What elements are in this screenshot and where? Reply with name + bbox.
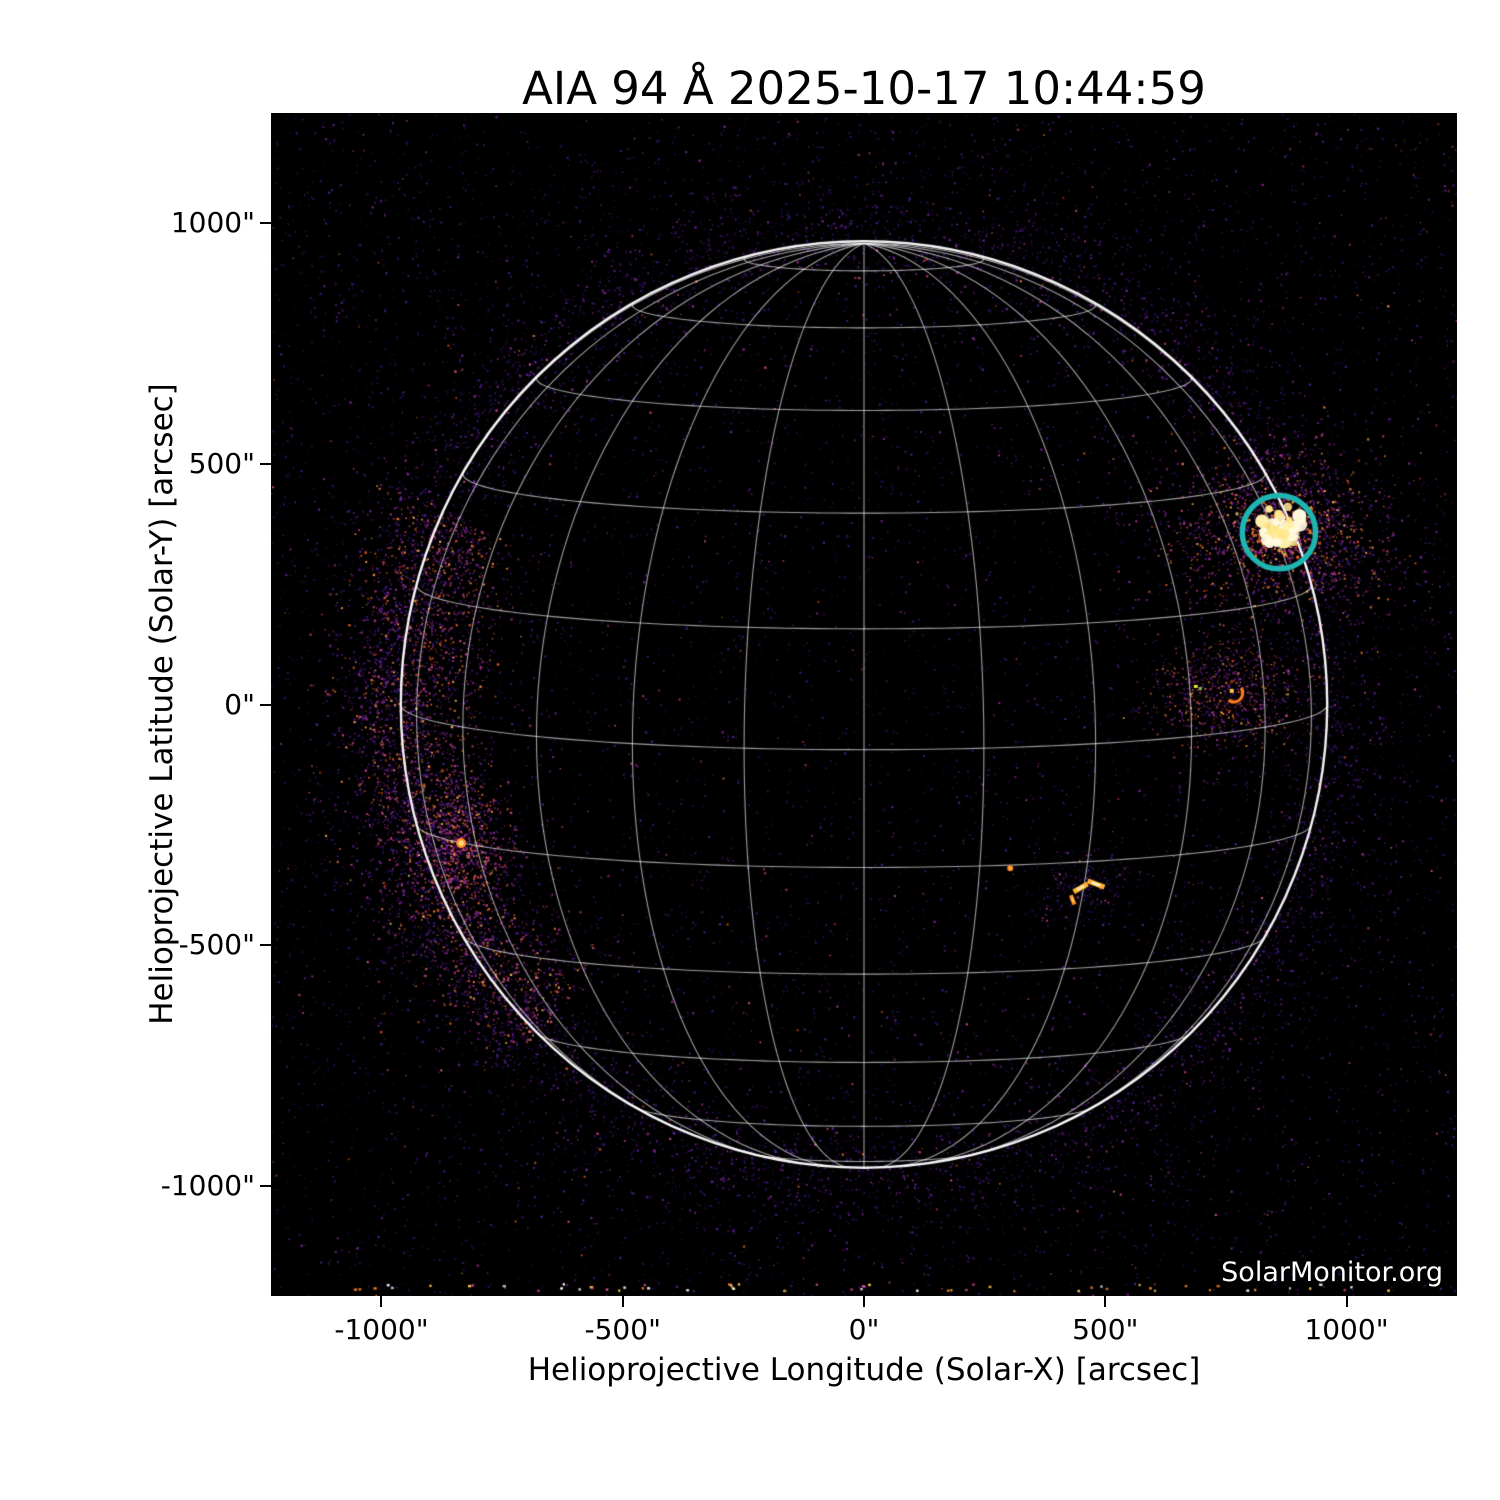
y-tick-mark <box>260 944 271 947</box>
x-tick-mark <box>863 1296 865 1307</box>
y-axis-label: Helioprojective Latitude (Solar-Y) [arcs… <box>144 383 180 1025</box>
x-tick-mark <box>1345 1296 1348 1307</box>
x-tick-mark <box>380 1296 383 1307</box>
x-tick-label: -500" <box>584 1313 661 1346</box>
y-tick-label: -1000" <box>160 1168 255 1202</box>
x-tick-label: 0" <box>848 1313 880 1346</box>
y-tick-label: 1000" <box>170 206 255 240</box>
y-tick-label: 0" <box>224 687 255 721</box>
x-tick-label: 1000" <box>1304 1313 1389 1346</box>
plot-area: SolarMonitor.org <box>271 113 1457 1296</box>
y-tick-mark <box>260 1184 271 1187</box>
y-tick-mark <box>260 222 271 225</box>
y-tick-mark <box>260 462 271 465</box>
chart-title: AIA 94 Å 2025-10-17 10:44:59 <box>522 62 1206 115</box>
watermark-text: SolarMonitor.org <box>1221 1257 1443 1288</box>
x-tick-mark <box>621 1296 624 1307</box>
y-tick-label: 500" <box>188 446 255 480</box>
x-axis-label: Helioprojective Longitude (Solar-X) [arc… <box>527 1352 1201 1388</box>
y-tick-mark <box>260 703 271 706</box>
solar-image-canvas <box>271 113 1457 1296</box>
x-tick-label: -1000" <box>334 1313 429 1346</box>
x-tick-mark <box>1104 1296 1107 1307</box>
y-tick-label: -500" <box>178 928 255 962</box>
x-tick-label: 500" <box>1072 1313 1139 1346</box>
